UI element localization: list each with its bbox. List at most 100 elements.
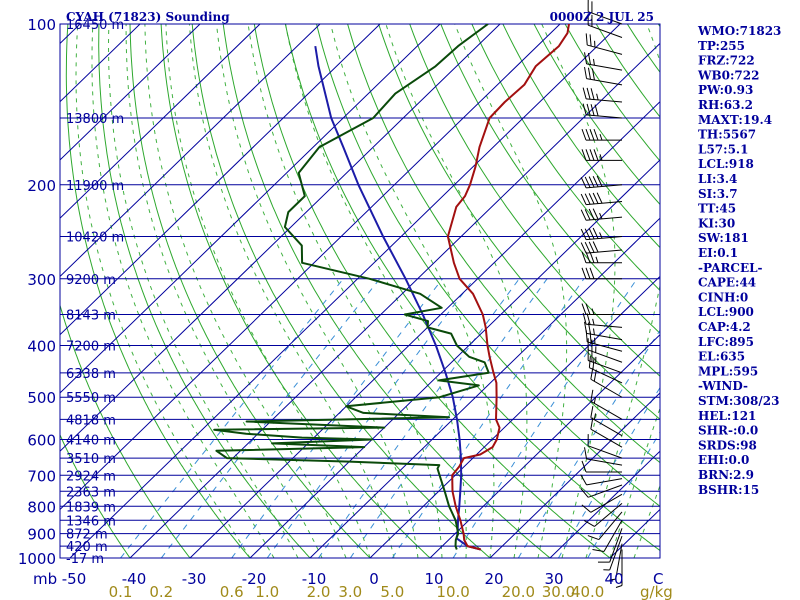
wind-barb-half-flag xyxy=(596,93,599,101)
wind-barb-staff xyxy=(588,445,623,459)
isotherm-line xyxy=(60,24,261,219)
wind-barb-half-flag xyxy=(609,578,616,581)
wind-barb-flag xyxy=(584,52,588,64)
sounding-time: 0000Z 2 JUL 25 xyxy=(550,10,654,24)
wind-barb-half-flag xyxy=(593,397,597,404)
wind-barb-flag xyxy=(596,192,603,204)
mixing-ratio-tick-label: 0.6 xyxy=(220,583,244,600)
wind-barb xyxy=(580,227,623,241)
wind-barb-staff xyxy=(598,511,623,540)
wind-barb xyxy=(587,434,623,459)
wind-barb xyxy=(585,330,623,352)
wind-barb xyxy=(581,128,622,141)
height-label: 5550 m xyxy=(66,391,116,406)
wind-barb-flag xyxy=(586,313,591,325)
wind-barb-flag xyxy=(585,251,591,263)
wind-barb xyxy=(584,66,623,86)
chart-frame xyxy=(59,23,661,559)
wind-barb-staff xyxy=(586,478,623,486)
wind-barb-flag xyxy=(585,128,591,141)
isotherm-line xyxy=(429,334,660,558)
wind-barb xyxy=(584,321,623,341)
pressure-tick-label: 400 xyxy=(27,338,56,356)
temperature-tick-labels: -50 -40 -30 -20 -10 0 10 20 30 40 xyxy=(62,570,624,588)
wind-barb-flag xyxy=(590,104,595,116)
pressure-tick-label: 500 xyxy=(27,389,56,407)
index-entry: FRZ:722 xyxy=(698,54,755,68)
wind-barb-flag xyxy=(589,34,592,47)
wind-barb xyxy=(580,474,623,486)
temperature-tick-label: -50 xyxy=(62,570,87,588)
wind-barb xyxy=(587,0,623,25)
wind-barb-flag xyxy=(581,504,592,513)
isotherm-line xyxy=(189,100,660,558)
index-entry: LFC:895 xyxy=(698,335,754,349)
wind-barb-flag xyxy=(588,176,595,188)
dry-adiabat-line xyxy=(783,24,800,558)
wind-barb-flag xyxy=(584,241,591,254)
pressure-axis-label: mb xyxy=(33,570,57,588)
mixing-ratio-tick-label: 10.0 xyxy=(436,583,469,600)
wind-barb-flag xyxy=(585,33,588,46)
wind-barb-staff xyxy=(594,502,623,527)
moist-adiabat-line xyxy=(165,24,371,558)
wind-barb-staff xyxy=(590,378,623,398)
wind-barb-half-flag xyxy=(599,232,603,239)
wind-barb-half-flag xyxy=(599,212,603,220)
wind-barb-staff xyxy=(586,458,623,466)
wind-barb-flag xyxy=(581,303,587,315)
wind-barb-flag xyxy=(584,66,588,79)
wind-barb-staff xyxy=(609,535,623,571)
isotherms xyxy=(60,24,660,558)
wind-barb-half-flag xyxy=(599,154,603,161)
wind-barb-flag xyxy=(588,208,595,220)
wind-barb-flag xyxy=(584,447,588,459)
pressure-tick-label: 100 xyxy=(27,16,56,34)
pressure-tick-label: 200 xyxy=(27,177,56,195)
height-label: 6338 m xyxy=(66,367,116,382)
index-entry: LI:3.4 xyxy=(698,172,737,186)
wind-barb-staff xyxy=(588,11,623,25)
isotherm-line xyxy=(549,450,660,558)
wind-barb-flag xyxy=(588,228,595,240)
dry-adiabats xyxy=(60,24,800,558)
wind-barb-staff xyxy=(586,332,623,341)
index-entry: LCL:918 xyxy=(698,157,754,171)
temperature-tick-label: -40 xyxy=(122,570,147,588)
pressure-tick-label: 800 xyxy=(27,498,56,516)
temperature-tick-label: 30 xyxy=(544,570,563,588)
mixing-ratio-tick-label: 30.0 xyxy=(542,583,575,600)
index-entry: SI:3.7 xyxy=(698,187,738,201)
moist-adiabat-line xyxy=(541,24,616,558)
wind-barb xyxy=(580,241,623,254)
pressure-tick-label: 900 xyxy=(27,526,56,544)
wind-barb-flag xyxy=(582,87,587,100)
wind-barb-flag xyxy=(590,367,594,380)
wind-barb-flag xyxy=(581,267,587,279)
wind-barb-flag xyxy=(590,417,594,430)
isotherm-line xyxy=(60,24,321,278)
wind-barb-half-flag xyxy=(599,133,603,141)
wind-barb xyxy=(581,149,622,161)
wind-barb-half-flag xyxy=(593,328,595,335)
wind-barb xyxy=(590,389,623,420)
wind-barb-flag xyxy=(582,312,587,325)
wind-barb xyxy=(582,103,623,119)
moist-adiabat-line xyxy=(125,24,323,558)
wind-barb-flag xyxy=(592,176,599,188)
index-entry: WMO:71823 xyxy=(697,24,781,38)
wind-barb-flag xyxy=(584,228,591,240)
wind-barb-flag xyxy=(596,175,603,187)
wind-barb-flag xyxy=(592,227,599,239)
wind-barb-flag xyxy=(585,149,591,161)
index-entry: MPL:595 xyxy=(698,364,758,378)
isotherm-line xyxy=(60,24,561,511)
isotherm-line xyxy=(489,392,660,558)
wind-barb-flag xyxy=(591,68,595,81)
mixing-ratio-line xyxy=(120,278,344,558)
dry-adiabat-line xyxy=(253,24,611,558)
wind-barb xyxy=(581,303,622,316)
height-label: 8143 m xyxy=(66,309,116,324)
index-entry: BSHR:15 xyxy=(698,483,759,497)
